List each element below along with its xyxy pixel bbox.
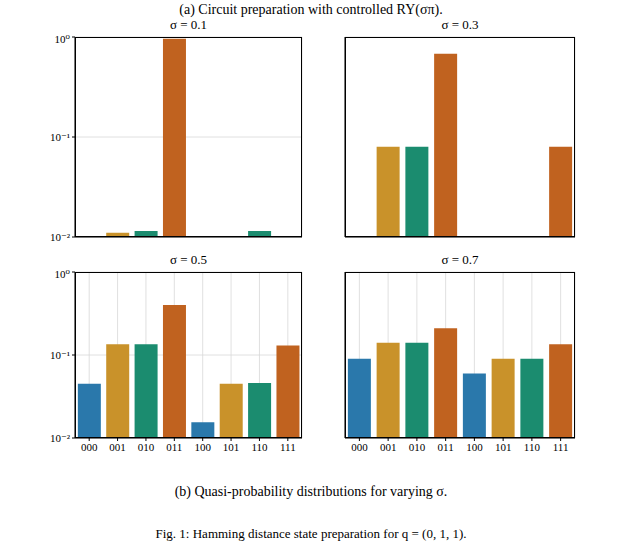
svg-text:111: 111: [280, 441, 296, 453]
svg-text:001: 001: [109, 441, 126, 453]
svg-text:010: 010: [138, 441, 155, 453]
html-text:(a) Circuit preparation with c: (a) Circuit preparation with controlled …: [179, 2, 443, 17]
svg-text:100: 100: [466, 441, 483, 453]
svg-text:010: 010: [409, 441, 426, 453]
svg-text:111: 111: [553, 441, 569, 453]
html-text:σ = 0.1: σ = 0.1: [170, 17, 207, 32]
svg-text:10⁰: 10⁰: [55, 33, 71, 45]
svg-text:10⁰: 10⁰: [55, 268, 71, 280]
html-text:σ = 0.5: σ = 0.5: [170, 252, 207, 267]
svg-text:001: 001: [380, 441, 397, 453]
html-text:σ = 0.3: σ = 0.3: [441, 17, 479, 32]
svg-text:10⁻¹: 10⁻¹: [50, 131, 70, 143]
svg-text:10⁻²: 10⁻²: [50, 231, 71, 243]
svg-text:10⁻¹: 10⁻¹: [50, 349, 70, 361]
svg-text:011: 011: [438, 441, 454, 453]
svg-text:110: 110: [251, 441, 268, 453]
svg-text:000: 000: [81, 441, 98, 453]
svg-text:011: 011: [166, 441, 182, 453]
svg-text:100: 100: [194, 441, 211, 453]
svg-text:101: 101: [495, 441, 512, 453]
html-text:σ = 0.7: σ = 0.7: [441, 252, 479, 267]
svg-text:110: 110: [524, 441, 541, 453]
svg-text:10⁻²: 10⁻²: [50, 432, 71, 444]
svg-text:101: 101: [223, 441, 240, 453]
html-text:Fig. 1: Hamming distance state: Fig. 1: Hamming distance state preparati…: [155, 526, 467, 541]
svg-text:000: 000: [351, 441, 368, 453]
html-text:(b) Quasi-probability distribu: (b) Quasi-probability distributions for …: [174, 484, 448, 499]
